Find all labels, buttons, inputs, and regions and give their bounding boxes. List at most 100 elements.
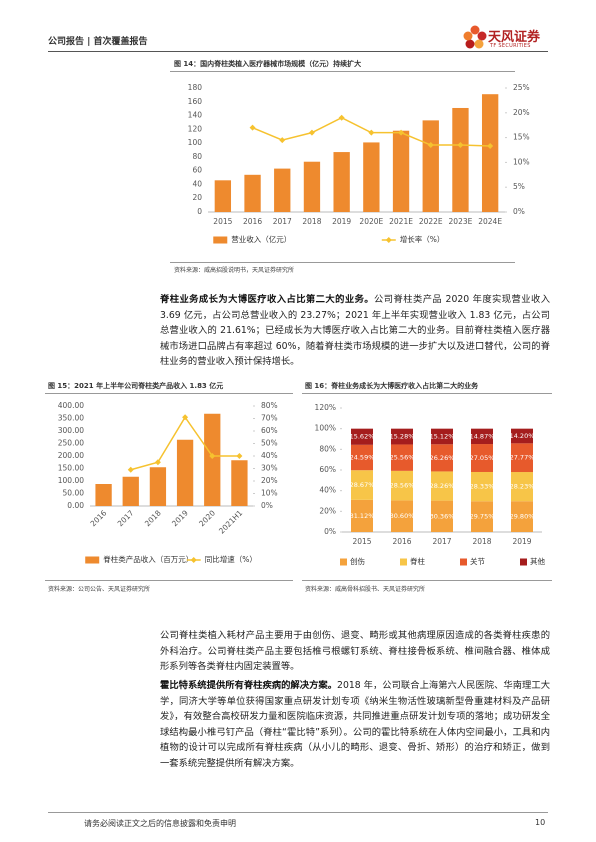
y-tick-label: 40% — [319, 486, 336, 495]
logo-icon — [463, 25, 487, 49]
y-tick-label: 120 — [188, 124, 203, 133]
header-title: 公司报告 | 首次覆盖报告 — [48, 37, 148, 47]
bar — [244, 174, 261, 212]
bar — [392, 130, 410, 212]
bar — [274, 168, 291, 212]
bar-segment — [471, 428, 493, 445]
value-label: 28.26% — [430, 482, 455, 490]
figure-rule — [170, 262, 515, 263]
y-tick-label: 80% — [319, 444, 336, 453]
paragraph-text: 公司脊柱类植入耗材产品主要用于由创伤、退变、畸形或其他病理原因造成的各类脊柱疾患… — [160, 630, 550, 672]
value-label: 30.36% — [430, 512, 455, 520]
figure-title: 图 14：国内脊柱类植入医疗器械市场规模（亿元）持续扩大 — [174, 60, 362, 68]
y-tick-label: 100 — [188, 138, 203, 147]
bar-segment — [431, 471, 453, 501]
value-label: 28.23% — [510, 483, 535, 491]
paragraph-text: 2018 年，公司联合上海第六人民医院、华南理工大学，同济大学等单位获得国家重点… — [160, 680, 550, 769]
bar — [204, 413, 221, 506]
value-label: 14.20% — [510, 432, 535, 440]
y-tick-label: 250.00 — [58, 439, 84, 448]
y-tick-label: 160 — [188, 97, 203, 106]
bar-segment — [431, 428, 453, 445]
figure-source: 资料来源：威高招股说明书，天风证券研究所 — [174, 267, 295, 274]
legend-swatch — [520, 558, 527, 566]
line-marker — [398, 129, 405, 136]
y-tick-label: 300.00 — [58, 426, 84, 435]
legend-swatch — [340, 558, 347, 566]
y-tick-label: 350.00 — [58, 414, 84, 423]
x-tick-label: 2024E — [478, 217, 502, 226]
logo-text: 天风证券 — [488, 30, 541, 45]
y-tick-label: 100% — [315, 424, 336, 433]
y2-tick-label: 15% — [513, 133, 530, 142]
paragraph: 脊柱业务成长为大博医疗收入占比第二大的业务。公司脊柱类产品 2020 年度实现营… — [160, 292, 550, 370]
value-label: 15.62% — [350, 433, 375, 441]
bar-segment — [391, 428, 413, 445]
bar — [122, 476, 139, 506]
y-tick-label: 400.00 — [58, 401, 84, 410]
bar — [481, 94, 499, 212]
footer-disclaimer: 请务必阅读正文之后的信息披露和免责申明 — [84, 819, 236, 828]
line-marker — [127, 466, 134, 473]
paragraph-text: 公司脊柱类产品 2020 年度实现营业收入 3.69 亿元，占公司总营业收入的 … — [160, 294, 550, 367]
y-tick-label: 80 — [192, 152, 202, 161]
figure-title: 图 15：2021 年上半年公司脊柱类产品收入 1.83 亿元 — [48, 382, 224, 390]
bar-segment — [511, 443, 533, 473]
bar — [303, 161, 321, 212]
value-label: 15.28% — [390, 433, 415, 441]
paragraph-lead: 霍比特系统提供所有脊柱疾病的解决方案。 — [160, 680, 338, 691]
bar — [333, 152, 350, 212]
x-tick-label: 2017 — [432, 537, 451, 546]
y2-tick-label: 0% — [513, 207, 525, 216]
bar — [149, 467, 167, 506]
value-label: 25.56% — [390, 454, 415, 462]
x-tick-label: 2021E — [389, 217, 413, 226]
line-marker — [338, 114, 345, 121]
figure-rule — [45, 393, 293, 394]
bar-segment — [471, 444, 493, 472]
bar-segment — [351, 444, 373, 471]
y2-tick-label: 20% — [261, 476, 278, 485]
bar-segment — [471, 501, 493, 532]
line-marker — [279, 137, 286, 144]
x-tick-label: 2017 — [273, 217, 292, 226]
bar — [452, 107, 469, 212]
paragraph: 霍比特系统提供所有脊柱疾病的解决方案。2018 年，公司联合上海第六人民医院、华… — [160, 678, 550, 771]
y-tick-label: 150.00 — [58, 464, 84, 473]
x-tick-label: 2019 — [332, 217, 351, 226]
y2-tick-label: 20% — [513, 108, 530, 117]
y-tick-label: 60% — [319, 465, 336, 474]
y2-tick-label: 5% — [513, 182, 525, 191]
y-tick-label: 60 — [192, 166, 202, 175]
legend-swatch — [85, 556, 100, 564]
x-tick-label: 2018 — [302, 217, 321, 226]
y-tick-label: 20% — [319, 506, 336, 515]
x-tick-label: 2022E — [419, 217, 443, 226]
figure-source: 资料来源：公司公告、天风证券研究所 — [48, 586, 151, 593]
line-marker — [457, 142, 464, 149]
legend-swatch — [190, 557, 197, 563]
y-tick-label: 0.00 — [67, 501, 84, 510]
y2-tick-label: 0% — [261, 501, 273, 510]
legend-label: 营业收入（亿元） — [231, 234, 291, 244]
legend-swatch — [213, 236, 228, 244]
legend-label: 脊柱 — [410, 556, 425, 566]
y2-tick-label: 60% — [261, 426, 278, 435]
legend-label: 关节 — [470, 556, 485, 566]
header-rule — [48, 51, 548, 52]
x-tick-label: 2016 — [89, 508, 109, 528]
line-marker — [427, 142, 434, 149]
footer-rule — [48, 812, 548, 813]
value-label: 27.77% — [510, 454, 535, 462]
x-tick-label: 2015 — [213, 217, 232, 226]
x-tick-label: 2020E — [359, 217, 383, 226]
figure-source: 资料来源：威高骨科招股书、天风证券研究所 — [305, 586, 426, 593]
value-label: 24.59% — [350, 454, 375, 462]
figure-rule — [302, 580, 552, 581]
y2-tick-label: 80% — [261, 401, 278, 410]
line-marker — [487, 143, 494, 150]
legend-label: 同比增速（%） — [205, 554, 257, 564]
value-label: 15.12% — [430, 432, 455, 440]
y-tick-label: 0% — [324, 527, 336, 536]
